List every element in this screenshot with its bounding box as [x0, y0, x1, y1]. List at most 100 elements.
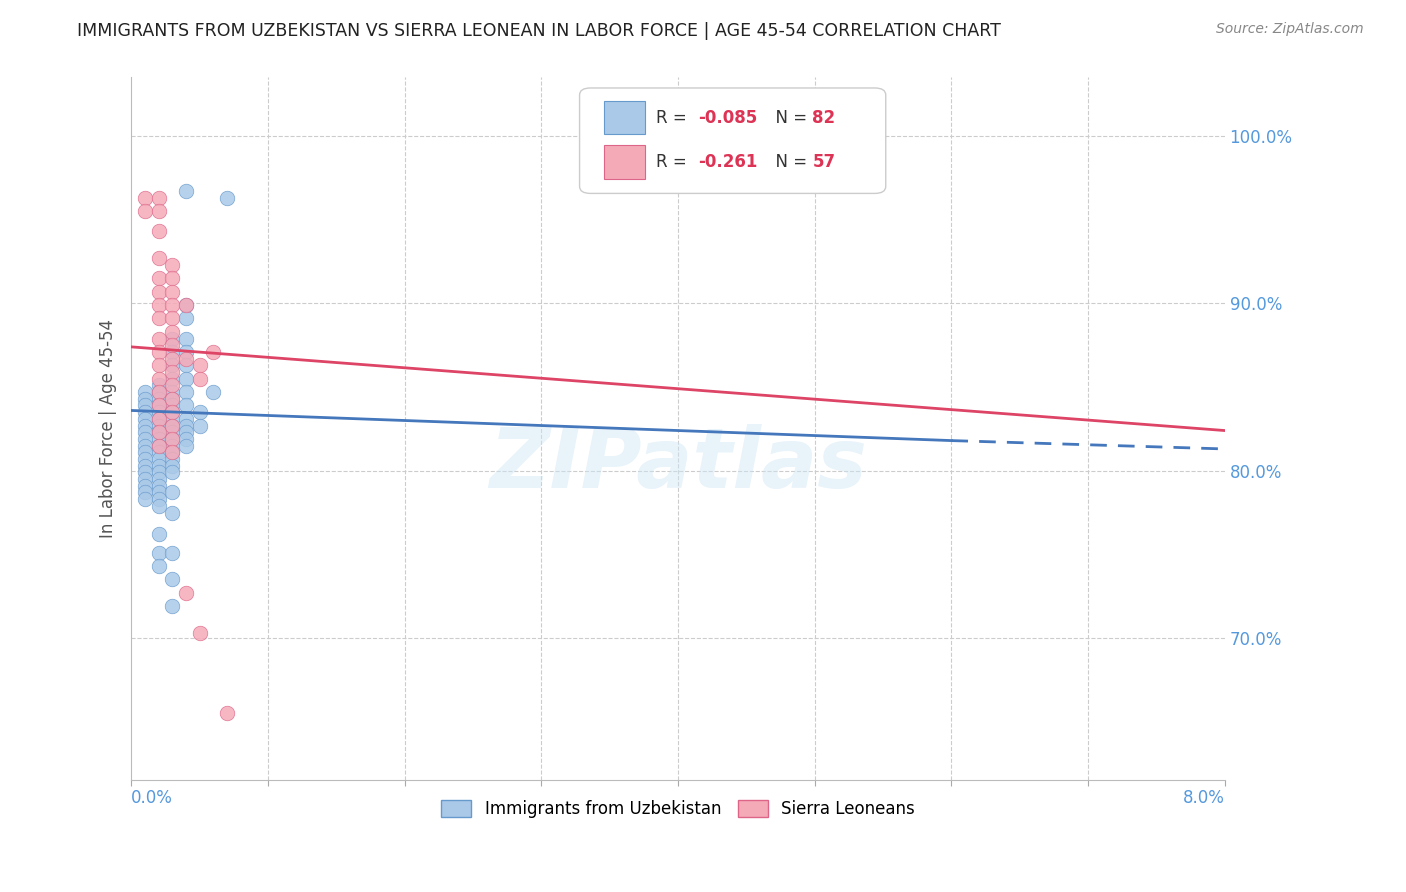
Point — [174, 331, 197, 345]
Point — [174, 372, 197, 386]
Point — [162, 452, 184, 467]
Point — [162, 405, 184, 419]
Point — [174, 385, 197, 400]
Point — [134, 485, 156, 500]
Legend: Immigrants from Uzbekistan, Sierra Leoneans: Immigrants from Uzbekistan, Sierra Leone… — [434, 793, 921, 825]
Text: N =: N = — [765, 153, 813, 170]
Point — [148, 378, 170, 392]
Point — [215, 706, 238, 721]
Point — [148, 372, 170, 386]
Point — [188, 359, 211, 373]
Point — [148, 399, 170, 413]
Text: R =: R = — [657, 153, 697, 170]
Text: 57: 57 — [813, 153, 835, 170]
Point — [148, 425, 170, 440]
Point — [134, 425, 156, 440]
Point — [148, 224, 170, 238]
Point — [162, 385, 184, 400]
Point — [188, 418, 211, 433]
Point — [174, 351, 197, 366]
Point — [148, 527, 170, 541]
Point — [134, 492, 156, 507]
Point — [174, 298, 197, 312]
Point — [174, 344, 197, 359]
Point — [162, 445, 184, 459]
Point — [162, 298, 184, 312]
Point — [134, 191, 156, 205]
Point — [148, 311, 170, 326]
Point — [174, 439, 197, 453]
Point — [134, 432, 156, 446]
Point — [148, 412, 170, 426]
Point — [148, 452, 170, 467]
Point — [148, 546, 170, 560]
Point — [162, 285, 184, 299]
Text: 8.0%: 8.0% — [1182, 789, 1225, 806]
Point — [162, 425, 184, 440]
Point — [202, 344, 225, 359]
Point — [162, 378, 184, 392]
Point — [134, 452, 156, 467]
Point — [162, 418, 184, 433]
Point — [134, 392, 156, 406]
Point — [215, 191, 238, 205]
Point — [202, 385, 225, 400]
Point — [148, 412, 170, 426]
Point — [162, 546, 184, 560]
Point — [162, 506, 184, 520]
Point — [162, 445, 184, 459]
Point — [134, 385, 156, 400]
Point — [134, 472, 156, 486]
Text: 0.0%: 0.0% — [131, 789, 173, 806]
Point — [134, 479, 156, 493]
Point — [174, 184, 197, 198]
Point — [162, 325, 184, 339]
Point — [162, 365, 184, 379]
Point — [148, 439, 170, 453]
Point — [162, 331, 184, 345]
Point — [162, 372, 184, 386]
Point — [162, 399, 184, 413]
Point — [134, 445, 156, 459]
Point — [162, 458, 184, 473]
Point — [148, 331, 170, 345]
Text: R =: R = — [657, 109, 692, 127]
Point — [148, 251, 170, 265]
Text: IMMIGRANTS FROM UZBEKISTAN VS SIERRA LEONEAN IN LABOR FORCE | AGE 45-54 CORRELAT: IMMIGRANTS FROM UZBEKISTAN VS SIERRA LEO… — [77, 22, 1001, 40]
Point — [162, 271, 184, 285]
Y-axis label: In Labor Force | Age 45-54: In Labor Force | Age 45-54 — [100, 319, 117, 539]
Point — [148, 385, 170, 400]
Point — [162, 418, 184, 433]
Point — [148, 344, 170, 359]
Point — [188, 405, 211, 419]
Point — [148, 392, 170, 406]
Text: N =: N = — [765, 109, 813, 127]
Point — [148, 485, 170, 500]
Point — [148, 479, 170, 493]
Point — [162, 338, 184, 352]
Point — [174, 418, 197, 433]
Point — [148, 298, 170, 312]
Point — [148, 359, 170, 373]
Point — [162, 439, 184, 453]
Point — [148, 418, 170, 433]
Point — [134, 418, 156, 433]
Text: -0.085: -0.085 — [697, 109, 756, 127]
Text: Source: ZipAtlas.com: Source: ZipAtlas.com — [1216, 22, 1364, 37]
Point — [162, 392, 184, 406]
Point — [174, 432, 197, 446]
Point — [174, 412, 197, 426]
FancyBboxPatch shape — [603, 101, 645, 135]
Point — [174, 359, 197, 373]
Point — [174, 586, 197, 600]
Text: ZIPatlas: ZIPatlas — [489, 424, 868, 505]
Point — [148, 559, 170, 574]
Point — [148, 271, 170, 285]
Point — [134, 466, 156, 480]
Point — [174, 311, 197, 326]
Point — [134, 439, 156, 453]
Point — [162, 405, 184, 419]
Point — [162, 485, 184, 500]
FancyBboxPatch shape — [603, 145, 645, 178]
Point — [148, 385, 170, 400]
